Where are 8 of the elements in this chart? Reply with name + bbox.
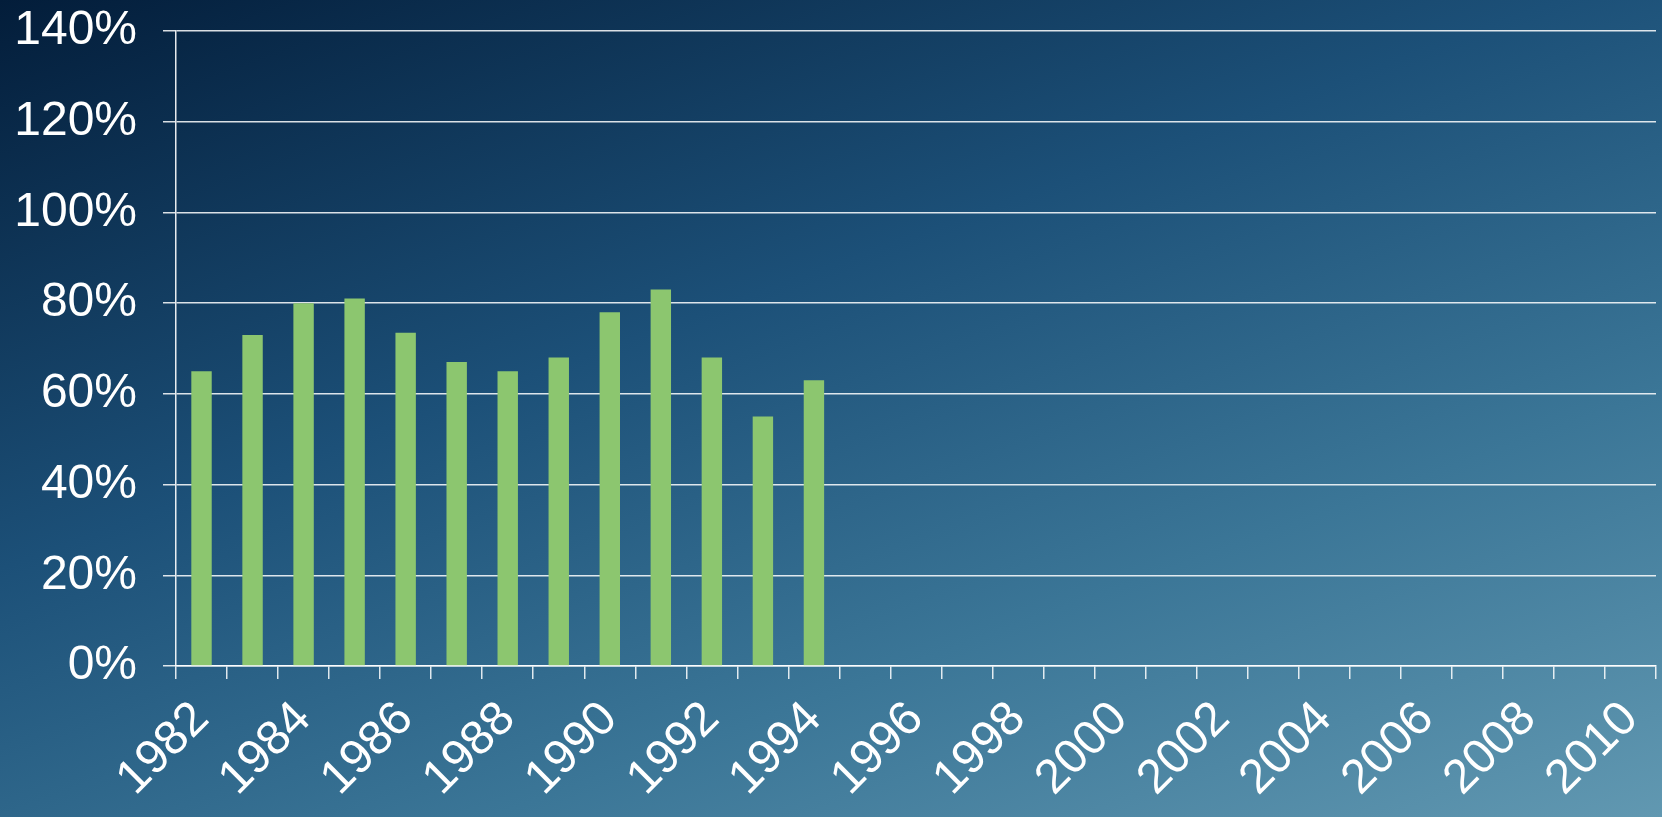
y-tick-label: 20% bbox=[40, 545, 137, 599]
y-tick-label: 40% bbox=[40, 454, 137, 508]
y-tick-label: 100% bbox=[14, 182, 137, 236]
y-tick-label: 0% bbox=[67, 636, 137, 690]
y-tick-label: 60% bbox=[40, 364, 137, 418]
y-tick-label: 140% bbox=[14, 1, 137, 55]
y-tick-label: 80% bbox=[40, 273, 137, 327]
y-tick-label: 120% bbox=[14, 91, 137, 145]
